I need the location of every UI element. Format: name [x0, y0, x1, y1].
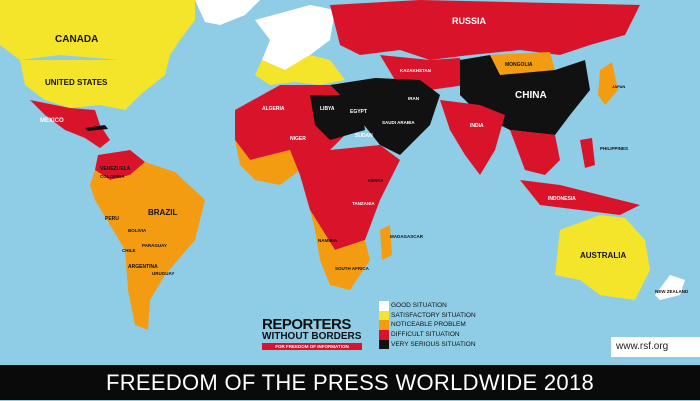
region-southern-europe: [255, 55, 345, 85]
label-china: CHINA: [515, 90, 547, 101]
label-philippines: PHILIPPINES: [600, 146, 628, 151]
legend-label: DIFFICULT SITUATION: [391, 331, 460, 339]
region-india: [440, 100, 505, 175]
title-banner: FREEDOM OF THE PRESS WORLDWIDE 2018: [0, 365, 700, 400]
label-canada: CANADA: [55, 34, 98, 45]
rsf-logo: REPORTERS WITHOUT BORDERS FOR FREEDOM OF…: [262, 316, 362, 350]
legend-item-good: GOOD SITUATION: [379, 301, 476, 311]
legend-swatch: [379, 339, 389, 350]
region-greenland: [195, 0, 260, 25]
label-kenya: KENYA: [368, 178, 384, 183]
region-cuba: [85, 125, 108, 131]
label-egypt: EGYPT: [350, 109, 367, 115]
legend-label: GOOD SITUATION: [391, 302, 447, 309]
label-united-states: UNITED STATES: [45, 78, 108, 87]
logo-line2: WITHOUT BORDERS: [262, 331, 362, 342]
label-new-zealand: NEW ZEALAND: [655, 289, 689, 294]
website-url: www.rsf.org: [611, 337, 700, 357]
world-press-freedom-map: CANADA UNITED STATES MEXICO VENEZUELA CO…: [0, 0, 689, 330]
region-southeast-asia: [510, 130, 560, 175]
region-central-africa: [290, 145, 400, 250]
legend-item-difficult: DIFFICULT SITUATION: [379, 330, 476, 340]
label-colombia: COLOMBIA: [100, 174, 125, 179]
label-bolivia: BOLIVIA: [128, 228, 147, 233]
label-peru: PERU: [105, 216, 119, 222]
region-united-states: [20, 55, 170, 110]
legend-item-noticeable: NOTICEABLE PROBLEM: [379, 320, 476, 331]
legend-swatch: [379, 301, 389, 311]
legend-swatch: [379, 320, 389, 331]
label-paraguay: PARAGUAY: [142, 243, 167, 248]
label-indonesia: INDONESIA: [548, 196, 576, 202]
label-india: INDIA: [470, 123, 484, 129]
label-mongolia: MONGOLIA: [505, 62, 533, 68]
region-europe: [255, 5, 335, 70]
label-sudan: SUDAN: [355, 133, 373, 139]
legend: GOOD SITUATION SATISFACTORY SITUATION NO…: [379, 301, 476, 350]
logo-tagline: FOR FREEDOM OF INFORMATION: [262, 343, 362, 350]
label-saudi-arabia: SAUDI ARABIA: [382, 120, 415, 125]
label-russia: RUSSIA: [452, 16, 487, 26]
label-niger: NIGER: [290, 136, 306, 142]
label-brazil: BRAZIL: [148, 208, 177, 217]
region-new-zealand: [655, 275, 685, 300]
label-algeria: ALGERIA: [262, 106, 285, 112]
region-russia: [330, 0, 640, 60]
label-libya: LIBYA: [320, 106, 335, 112]
legend-swatch: [379, 310, 389, 321]
label-chile: CHILE: [122, 248, 136, 253]
label-namibia: NAMIBIA: [318, 238, 338, 243]
label-kazakhstan: KAZAKHSTAN: [400, 68, 431, 73]
label-mexico: MEXICO: [40, 118, 64, 124]
region-libya-egypt: [310, 95, 365, 140]
region-venezuela-colombia: [95, 150, 145, 180]
label-madagascar: MADAGASCAR: [390, 234, 424, 239]
region-madagascar: [380, 225, 392, 260]
label-iran: IRAN: [408, 96, 419, 101]
legend-swatch: [379, 330, 389, 340]
region-mongolia: [490, 52, 555, 75]
legend-label: SATISFACTORY SITUATION: [391, 311, 476, 319]
logo-line1: REPORTERS: [262, 316, 351, 333]
legend-label: NOTICEABLE PROBLEM: [391, 321, 466, 329]
region-mexico: [30, 100, 110, 148]
label-argentina: ARGENTINA: [128, 264, 158, 270]
region-south-america: [90, 162, 205, 330]
region-japan: [598, 62, 618, 105]
region-west-africa: [235, 140, 300, 185]
label-japan: JAPAN: [612, 84, 625, 89]
region-southern-africa: [310, 210, 370, 290]
legend-label: VERY SERIOUS SITUATION: [391, 340, 476, 348]
label-tanzania: TANZANIA: [352, 201, 375, 206]
region-canada: [0, 0, 195, 60]
label-south-africa: SOUTH AFRICA: [335, 266, 370, 271]
region-philippines: [580, 138, 595, 168]
label-uruguay: URUGUAY: [152, 271, 174, 276]
legend-item-very-serious: VERY SERIOUS SITUATION: [379, 339, 476, 350]
label-australia: AUSTRALIA: [580, 251, 626, 260]
region-indonesia: [520, 180, 640, 215]
legend-item-satisfactory: SATISFACTORY SITUATION: [379, 310, 476, 321]
label-venezuela: VENEZUELA: [100, 166, 131, 172]
region-australia: [555, 215, 650, 300]
